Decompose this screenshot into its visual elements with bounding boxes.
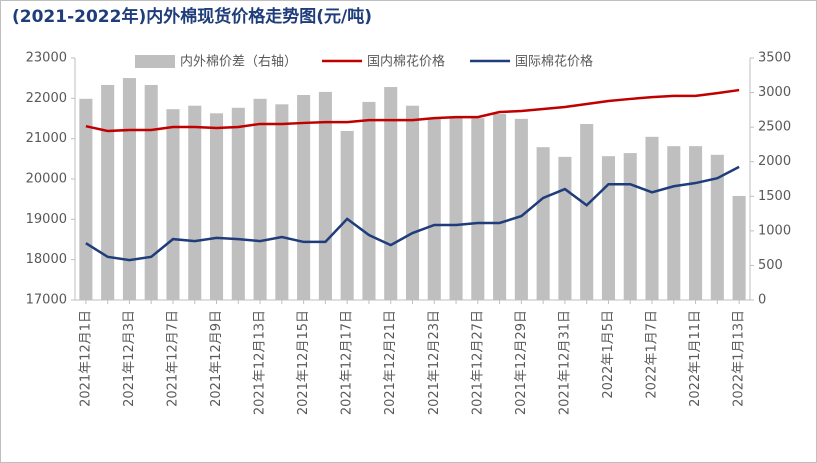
y2-tick-label: 500 <box>758 258 783 273</box>
bar <box>340 130 354 300</box>
bar <box>623 153 637 300</box>
bar <box>318 91 332 300</box>
x-tick-label: 2021年12月3日 <box>122 310 137 407</box>
legend-swatch <box>135 55 175 68</box>
y2-tick-label: 1000 <box>758 223 791 238</box>
bar <box>645 136 659 300</box>
x-tick-label: 2021年12月29日 <box>514 310 529 415</box>
x-tick-label: 2021年12月13日 <box>253 310 268 415</box>
y-tick-label: 19000 <box>26 212 67 227</box>
bar <box>427 118 441 300</box>
legend-label: 内外棉价差（右轴） <box>180 54 297 70</box>
bar <box>580 124 594 300</box>
x-tick-label: 2022年1月5日 <box>601 310 616 399</box>
y-tick-label: 21000 <box>26 131 67 146</box>
bar <box>144 84 158 300</box>
chart-title: (2021-2022年)内外棉现货价格走势图(元/吨) <box>12 6 372 27</box>
bar <box>166 109 180 300</box>
bar <box>558 156 572 300</box>
y-tick-label: 22000 <box>26 91 67 106</box>
bar <box>449 116 463 301</box>
y2-tick-label: 1500 <box>758 189 791 204</box>
y-tick-label: 17000 <box>26 293 67 308</box>
y-tick-label: 18000 <box>26 252 67 267</box>
bar <box>471 118 485 300</box>
bar <box>253 98 267 301</box>
bar <box>384 87 398 300</box>
bar <box>405 105 420 300</box>
bar <box>275 104 289 300</box>
bar <box>732 195 746 300</box>
bar <box>536 147 550 300</box>
bar <box>514 118 528 301</box>
bar <box>79 98 93 301</box>
bar <box>710 154 724 300</box>
x-tick-label: 2021年12月27日 <box>470 310 485 415</box>
y2-tick-label: 3500 <box>758 51 791 66</box>
legend-label: 国内棉花价格 <box>367 54 445 70</box>
y2-tick-label: 2000 <box>758 154 791 169</box>
bar <box>667 146 681 300</box>
x-tick-label: 2022年1月7日 <box>645 310 660 399</box>
x-tick-label: 2022年1月11日 <box>688 310 703 407</box>
bar <box>231 107 245 300</box>
x-tick-label: 2021年12月9日 <box>209 310 224 407</box>
line <box>85 165 740 262</box>
y-tick-label: 23000 <box>26 51 67 66</box>
y2-tick-label: 3000 <box>758 85 791 100</box>
bar <box>188 105 202 300</box>
x-tick-label: 2021年12月21日 <box>383 310 398 415</box>
y-tick-label: 20000 <box>26 172 67 187</box>
bar <box>297 94 311 301</box>
bar <box>362 101 376 300</box>
x-tick-label: 2021年12月1日 <box>78 310 93 407</box>
x-tick-label: 2021年12月31日 <box>557 310 572 415</box>
bar <box>210 113 224 300</box>
line <box>85 88 740 133</box>
y2-tick-label: 0 <box>758 293 766 308</box>
x-tick-label: 2021年12月17日 <box>340 310 355 415</box>
bar <box>122 78 136 301</box>
y2-tick-label: 2500 <box>758 120 791 135</box>
x-tick-label: 2021年12月15日 <box>296 310 311 415</box>
legend-label: 国际棉花价格 <box>515 54 593 70</box>
x-tick-label: 2021年12月23日 <box>427 310 442 415</box>
x-tick-label: 2022年1月13日 <box>732 310 747 407</box>
bar <box>493 114 507 301</box>
bar <box>101 84 115 300</box>
x-tick-label: 2021年12月7日 <box>165 310 180 407</box>
bar <box>689 146 703 300</box>
bar <box>601 156 615 300</box>
